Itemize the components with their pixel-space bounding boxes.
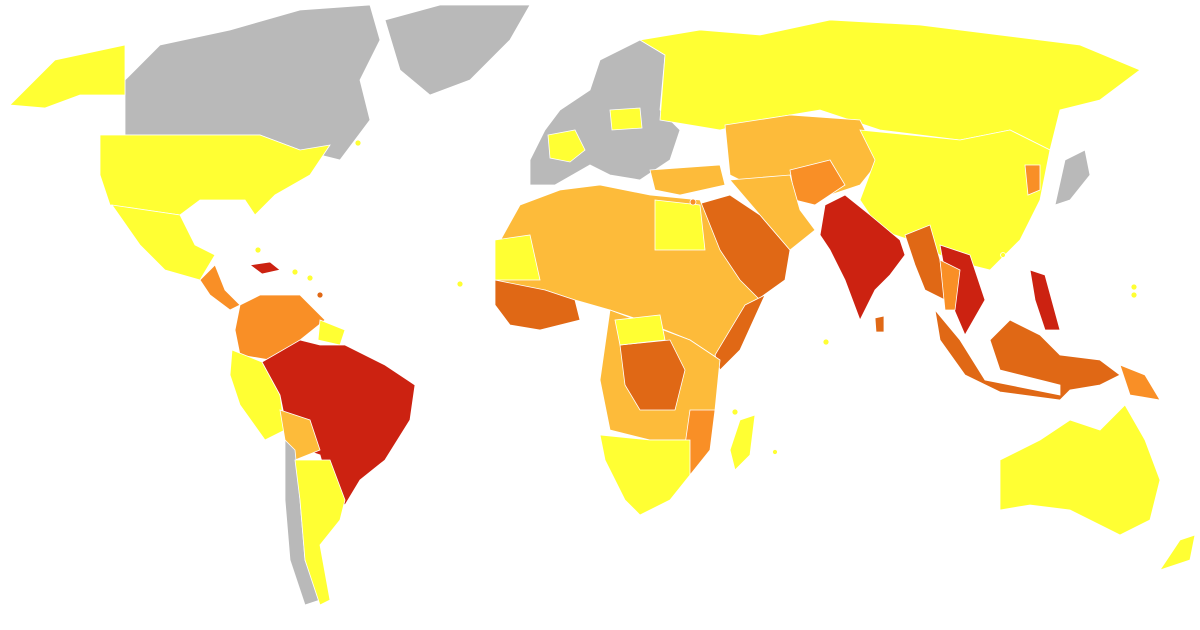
car [614, 314, 666, 346]
argentina [294, 459, 346, 606]
poland [609, 107, 643, 131]
india [819, 194, 906, 321]
island [316, 291, 324, 299]
island [731, 408, 739, 416]
japan [1054, 149, 1091, 206]
island [291, 268, 299, 276]
mauritania [494, 234, 541, 281]
island [306, 274, 314, 282]
iran [729, 174, 816, 251]
sri-lanka [874, 315, 885, 333]
egypt [654, 199, 706, 251]
usa [99, 134, 331, 216]
madagascar [729, 414, 756, 471]
new-zealand [1159, 534, 1196, 571]
west-africa [494, 279, 581, 331]
somalia [714, 294, 766, 371]
korea [1024, 164, 1041, 196]
island [1130, 291, 1138, 299]
central-america [199, 264, 241, 311]
france [547, 129, 586, 163]
island [689, 198, 697, 206]
island [456, 280, 464, 288]
turkey [649, 164, 726, 196]
island [354, 139, 362, 147]
papua [1119, 364, 1161, 401]
thailand [939, 259, 961, 311]
russia [638, 19, 1141, 151]
philippines [1029, 269, 1061, 331]
island [1130, 283, 1138, 291]
mexico [111, 204, 216, 281]
southern-africa [599, 434, 691, 516]
drc [619, 339, 686, 411]
island [1000, 252, 1006, 258]
australia [999, 404, 1161, 536]
greenland [384, 4, 531, 96]
europe [529, 39, 681, 186]
island [772, 449, 778, 455]
caribbean [248, 261, 281, 275]
guianas [317, 319, 346, 346]
island [254, 246, 262, 254]
alaska [9, 44, 126, 109]
mozambique [684, 409, 716, 476]
island [822, 338, 830, 346]
indonesia [934, 308, 1121, 401]
